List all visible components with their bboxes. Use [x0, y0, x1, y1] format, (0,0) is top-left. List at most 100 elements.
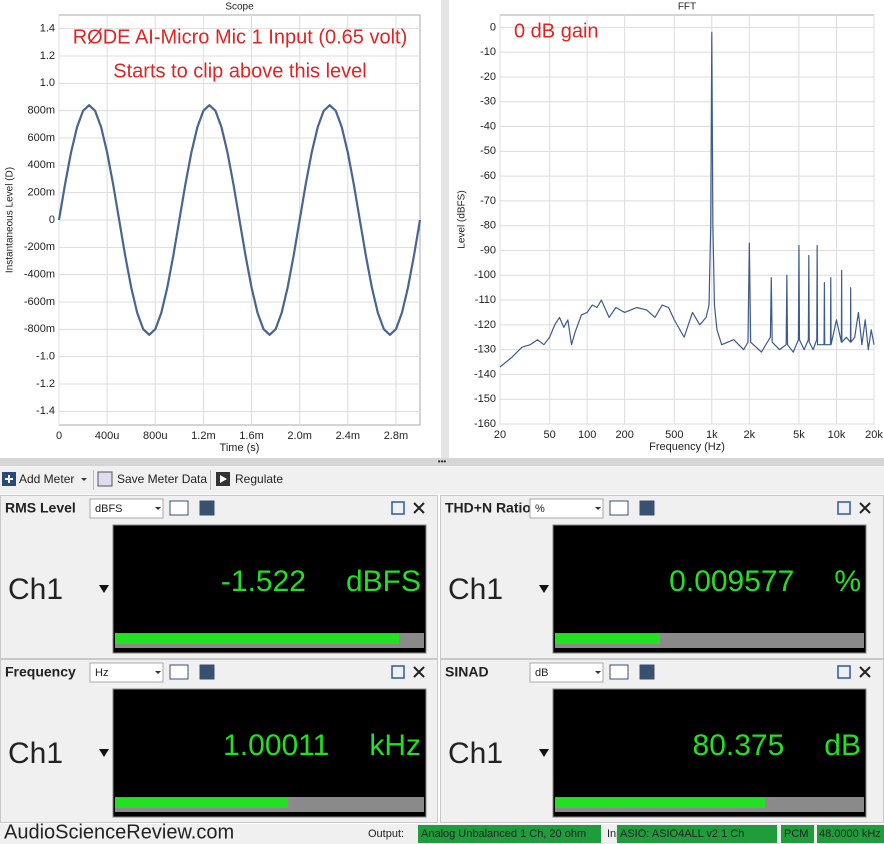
popout-button[interactable]: [391, 501, 405, 515]
meter-panel: Frequency Hz Ch1 kHz 1.00011: [0, 659, 438, 823]
meter-panel: THD+N Ratio % Ch1 % 0.009577: [440, 495, 884, 659]
popout-icon: [391, 665, 405, 679]
meter-value: -1.522: [221, 565, 306, 598]
select-arrow: [155, 671, 161, 674]
button-icon: [199, 664, 215, 680]
x-tick-label: 20k: [865, 429, 883, 441]
popout-icon: [391, 501, 405, 515]
close-button[interactable]: [859, 502, 871, 514]
meter-panel: RMS Level dBFS Ch1 dBFS -1.522: [0, 495, 438, 659]
y-tick-label: 1.2: [40, 50, 55, 62]
channel-dropdown[interactable]: [539, 749, 549, 757]
data-line: [57, 104, 422, 336]
chart-title: Scope: [225, 2, 254, 13]
button-icon: [169, 500, 189, 516]
meter-value: 1.00011: [223, 729, 329, 762]
y-tick-label: -70: [480, 195, 496, 207]
meter-title: RMS Level: [5, 500, 76, 516]
save-button[interactable]: Save Meter Data: [97, 471, 207, 487]
channel-dropdown[interactable]: [99, 585, 109, 593]
y-tick-label: -110: [475, 294, 496, 306]
x-tick-label: 2.0m: [287, 430, 311, 442]
unit-select[interactable]: Hz: [89, 662, 164, 683]
y-tick-label: -20: [480, 71, 496, 83]
unit-select[interactable]: dBFS: [89, 498, 164, 519]
y-tick-label: -400m: [24, 269, 55, 281]
bar-fill: [115, 634, 400, 644]
annotation: 0 dB gain: [514, 20, 599, 42]
bar-fill: [555, 634, 661, 644]
y-tick-label: -30: [480, 96, 496, 108]
y-tick-label: -60: [480, 170, 496, 182]
x-tick-label: 5k: [793, 429, 805, 441]
x-axis-label: Time (s): [220, 442, 260, 454]
regulate-button[interactable]: Regulate: [216, 472, 283, 486]
settings-button[interactable]: [639, 500, 655, 516]
y-tick-label: 800m: [27, 105, 55, 117]
y-tick-label: -200m: [24, 241, 55, 253]
save-label: Save Meter Data: [117, 472, 207, 486]
output-box[interactable]: [418, 825, 601, 843]
splitter[interactable]: [0, 458, 884, 466]
x-tick-label: 20: [494, 429, 506, 441]
popout-button[interactable]: [837, 501, 851, 515]
select-value: %: [535, 503, 545, 515]
bar-fill: [555, 798, 766, 808]
y-tick-label: -130: [474, 344, 496, 356]
select-box: [529, 662, 604, 683]
button-icon: [639, 500, 655, 516]
graph-button[interactable]: [609, 664, 629, 680]
channel-dropdown[interactable]: [539, 585, 549, 593]
output-value: Analog Unbalanced 1 Ch, 20 ohm: [421, 828, 586, 840]
y-tick-label: 0: [49, 214, 55, 226]
annotation: RØDE AI-Micro Mic 1 Input (0.65 volt): [73, 26, 408, 48]
add-meter-button[interactable]: Add Meter: [2, 472, 87, 486]
rate-box[interactable]: [817, 825, 884, 843]
meter-display: [552, 524, 867, 654]
channel-dropdown[interactable]: [99, 749, 109, 757]
meter-unit: kHz: [369, 729, 421, 762]
meter-unit: dBFS: [346, 565, 421, 598]
meter-panel: SINAD dB Ch1 dB 80.375: [440, 659, 884, 823]
select-arrow: [155, 507, 161, 510]
graph-button[interactable]: [169, 664, 189, 680]
popout-button[interactable]: [391, 665, 405, 679]
unit-select[interactable]: dB: [529, 662, 604, 683]
x-tick-label: 2k: [744, 429, 756, 441]
x-tick-label: 500: [665, 429, 683, 441]
meter-display: [112, 688, 427, 818]
meter-unit: dB: [824, 729, 861, 762]
y-tick-label: 1.4: [40, 23, 55, 35]
x-axis-label: Frequency (Hz): [649, 441, 725, 453]
y-tick-label: -120: [474, 319, 496, 331]
toolbar-separator: [93, 470, 94, 490]
settings-button[interactable]: [199, 500, 215, 516]
format-box[interactable]: [781, 825, 814, 843]
settings-button[interactable]: [639, 664, 655, 680]
channel-label: Ch1: [8, 573, 63, 606]
graph-button[interactable]: [169, 500, 189, 516]
plus-glyph: [5, 475, 13, 483]
close-button[interactable]: [413, 502, 425, 514]
unit-select[interactable]: %: [529, 498, 604, 519]
select-arrow: [595, 507, 601, 510]
y-tick-label: -90: [480, 244, 496, 256]
popout-icon: [837, 665, 851, 679]
select-value: dBFS: [95, 503, 123, 515]
graph-button[interactable]: [609, 500, 629, 516]
close-button[interactable]: [413, 666, 425, 678]
x-tick-label: 1.6m: [239, 430, 263, 442]
input-box[interactable]: [617, 825, 777, 843]
popout-button[interactable]: [837, 665, 851, 679]
format-value: PCM: [784, 828, 808, 840]
meter-unit: %: [834, 565, 861, 598]
rate-value: 48.0000 kHz: [819, 828, 881, 840]
settings-button[interactable]: [199, 664, 215, 680]
meter-value: 80.375: [693, 729, 785, 762]
x-tick-label: 1.2m: [191, 430, 215, 442]
y-tick-label: -10: [480, 46, 496, 58]
add-meter-label: Add Meter: [19, 472, 74, 486]
x-tick-label: 1k: [706, 429, 718, 441]
close-button[interactable]: [859, 666, 871, 678]
